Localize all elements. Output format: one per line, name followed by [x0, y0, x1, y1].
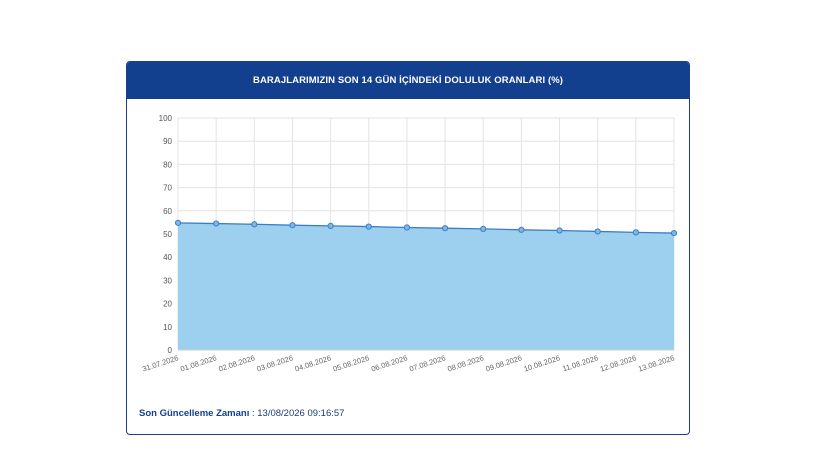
last-update: Son Güncelleme Zamanı : 13/08/2026 09:16…	[139, 408, 344, 419]
last-update-value: 13/08/2026 09:16:57	[257, 408, 345, 419]
y-tick-label: 100	[159, 114, 173, 123]
data-point	[365, 223, 372, 230]
y-tick-label: 0	[168, 346, 173, 355]
x-tick-label: 08.08.2026	[446, 353, 484, 373]
data-point	[480, 225, 487, 232]
data-point	[289, 222, 296, 229]
chart-area: 0 10 20 30 40 50 60 70 80 90 100 31.07.2026 01.08.20…	[127, 99, 689, 399]
x-tick-label: 02.08.2026	[217, 353, 255, 373]
y-tick-label: 90	[163, 137, 172, 146]
data-point	[632, 229, 639, 236]
y-tick-label: 10	[163, 323, 172, 332]
x-tick-label: 13.08.2026	[637, 353, 675, 373]
x-tick-label: 03.08.2026	[256, 353, 294, 373]
y-tick-label: 60	[163, 207, 172, 216]
series-line	[177, 222, 675, 234]
x-tick-label: 05.08.2026	[332, 353, 370, 373]
x-tick-label: 10.08.2026	[523, 353, 561, 373]
x-tick-label: 12.08.2026	[599, 353, 637, 373]
y-tick-label: 80	[163, 160, 172, 169]
data-point	[594, 228, 601, 235]
x-tick-label: 06.08.2026	[370, 353, 408, 373]
chart-panel: BARAJLARIMIZIN SON 14 GÜN İÇİNDEKİ DOLUL…	[126, 61, 690, 435]
last-update-separator: :	[249, 408, 258, 419]
data-point	[327, 222, 334, 229]
data-point	[403, 224, 411, 231]
x-tick-label: 04.08.2026	[294, 353, 332, 373]
area-series	[174, 219, 678, 350]
panel-title: BARAJLARIMIZIN SON 14 GÜN İÇİNDEKİ DOLUL…	[127, 62, 689, 99]
data-point	[518, 226, 525, 233]
y-tick-label: 70	[163, 184, 172, 193]
data-point	[556, 227, 563, 234]
data-point	[251, 221, 258, 228]
x-tick-label: 09.08.2026	[485, 353, 523, 373]
data-point	[174, 219, 182, 226]
data-point	[213, 220, 220, 227]
data-point	[670, 229, 678, 237]
y-tick-label: 20	[163, 300, 172, 309]
x-tick-label: 11.08.2026	[561, 353, 599, 373]
last-update-label: Son Güncelleme Zamanı	[139, 408, 250, 419]
fill-rate-chart: 0 10 20 30 40 50 60 70 80 90 100 31.07.2026 01.08.20…	[141, 114, 678, 374]
y-tick-label: 50	[163, 230, 172, 239]
x-tick-label: 07.08.2026	[408, 353, 446, 373]
y-tick-label: 40	[163, 253, 172, 262]
data-point	[441, 225, 449, 232]
x-tick-label: 31.07.2026	[141, 353, 179, 373]
area-fill	[178, 222, 674, 350]
y-tick-label: 30	[163, 276, 172, 285]
x-tick-label: 01.08.2026	[179, 353, 217, 373]
